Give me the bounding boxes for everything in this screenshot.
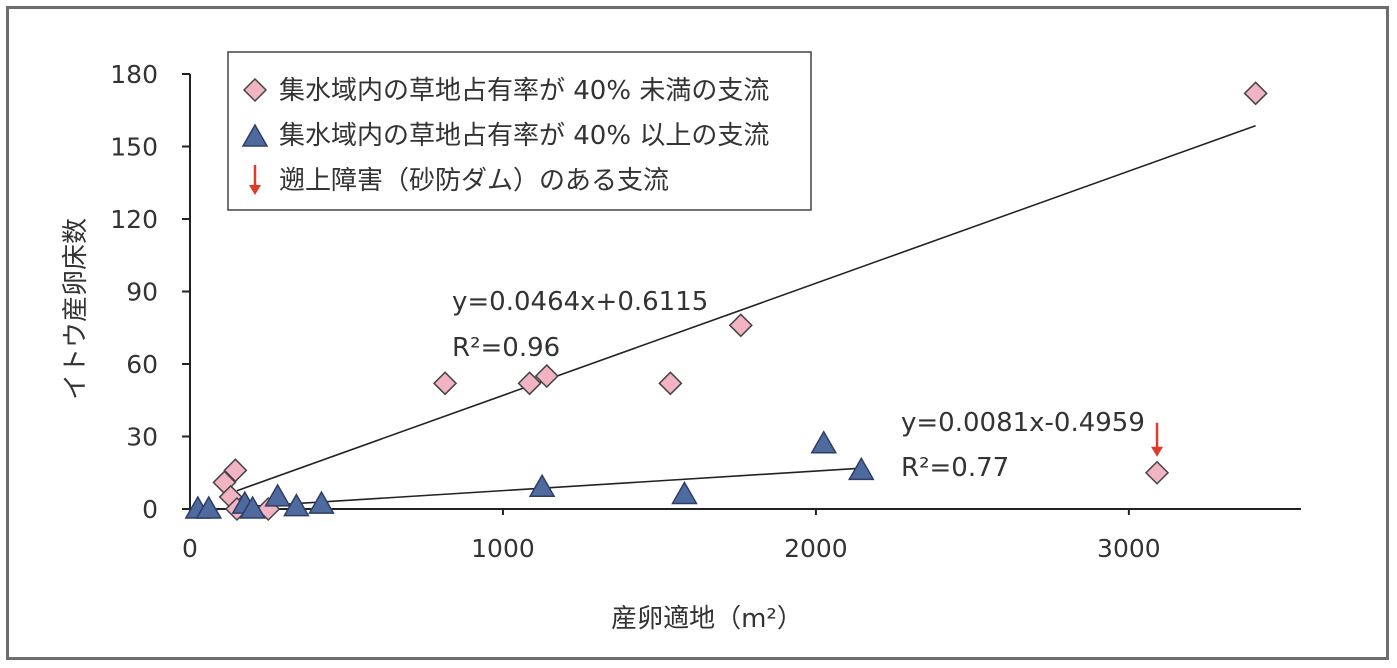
y-tick-label: 0 xyxy=(142,495,158,524)
data-point-diamond xyxy=(1243,81,1268,106)
y-tick-label: 150 xyxy=(110,133,158,162)
legend-label-triangle: 集水域内の草地占有率が 40% 以上の支流 xyxy=(279,121,769,151)
data-point-diamond xyxy=(223,458,248,483)
x-tick-label: 1000 xyxy=(471,534,535,563)
x-tick-label: 2000 xyxy=(784,534,848,563)
x-axis-label: 産卵適地（m²） xyxy=(611,604,803,634)
trendline-diamond-fit xyxy=(236,124,1256,492)
data-point-triangle xyxy=(528,473,556,497)
data-point-diamond xyxy=(432,371,458,396)
data-point-diamond xyxy=(517,371,542,396)
y-tick-label: 30 xyxy=(126,423,158,452)
legend-arrow-icon xyxy=(249,165,261,195)
legend-arrow-shape xyxy=(249,165,261,195)
trendlines xyxy=(236,124,1256,508)
legend-diamond-shape xyxy=(242,77,268,103)
scatter-chart: 0 30 60 90 120 150 180 0 1000 2000 3000 集水域内の草地占有率… xyxy=(61,51,1301,634)
x-tick-label: 0 xyxy=(182,534,198,563)
data-point-diamond xyxy=(534,364,559,389)
legend-label-barrier: 遡上障害（砂防ダム）のある支流 xyxy=(279,166,669,196)
annotations xyxy=(1151,422,1164,457)
data-point-triangle xyxy=(264,483,291,507)
trendline-equation-triangle: y=0.0081x-0.4959 xyxy=(901,408,1145,438)
y-axis-label: イトウ産卵床数 xyxy=(61,218,91,400)
legend-label-diamond: 集水域内の草地占有率が 40% 未満の支流 xyxy=(279,76,769,106)
barrier-arrow-icon xyxy=(1151,422,1164,457)
trendline-r2-diamond: R²=0.96 xyxy=(452,333,560,363)
legend-diamond-icon xyxy=(242,77,268,103)
data-point-triangle xyxy=(195,495,223,519)
data-points xyxy=(184,81,1268,522)
axes: 0 30 60 90 120 150 180 0 1000 2000 3000 xyxy=(110,60,1301,563)
data-point-triangle xyxy=(283,493,310,517)
data-point-triangle xyxy=(239,495,266,519)
trendline-r2-triangle: R²=0.77 xyxy=(901,453,1009,483)
legend-triangle-shape xyxy=(241,123,269,147)
legend-triangle-icon xyxy=(241,123,269,147)
chart-frame: 0 30 60 90 120 150 180 0 1000 2000 3000 集水域内の草地占有率… xyxy=(6,6,1389,660)
data-point-triangle xyxy=(810,430,838,454)
x-tick-label: 3000 xyxy=(1097,534,1161,563)
data-point-triangle xyxy=(848,456,875,481)
legend: 集水域内の草地占有率が 40% 未満の支流 集水域内の草地占有率が 40% 以上… xyxy=(227,51,812,211)
data-point-diamond xyxy=(1144,460,1170,485)
data-point-diamond xyxy=(658,371,683,396)
y-tick-label: 180 xyxy=(110,60,158,89)
y-tick-label: 60 xyxy=(126,350,158,379)
data-point-diamond xyxy=(728,313,753,338)
trendline-equation-diamond: y=0.0464x+0.6115 xyxy=(452,287,708,317)
trendline-triangle-fit xyxy=(243,467,862,508)
y-tick-label: 120 xyxy=(110,205,158,234)
y-tick-label: 90 xyxy=(126,278,158,307)
data-point-triangle xyxy=(671,480,698,505)
legend-box xyxy=(227,51,812,211)
data-point-triangle xyxy=(308,490,335,514)
